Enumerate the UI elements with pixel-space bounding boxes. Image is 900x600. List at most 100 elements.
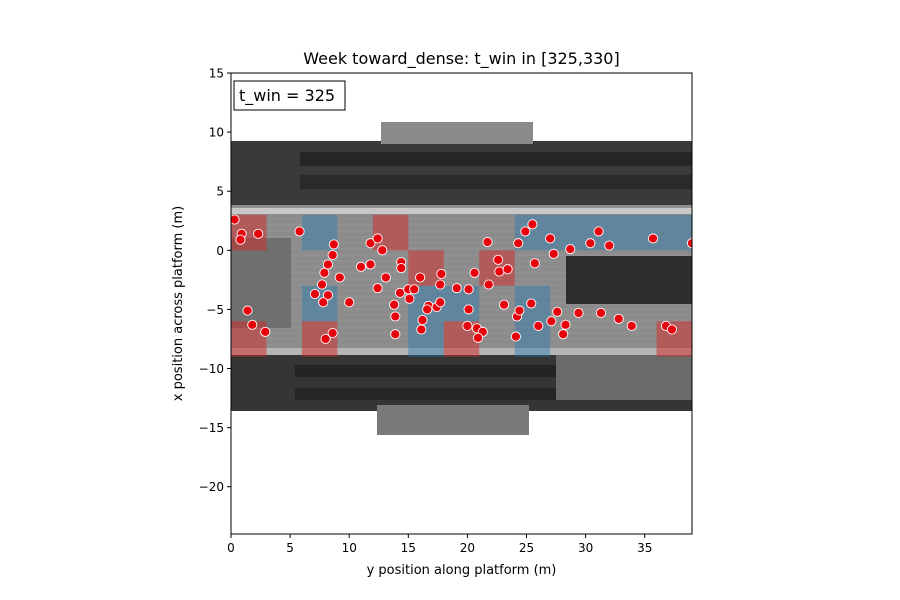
data-point [436, 268, 447, 279]
x-tick-label: 30 [578, 541, 593, 555]
data-point [585, 238, 596, 249]
x-tick-label: 10 [342, 541, 357, 555]
y-tick-label: 0 [216, 244, 224, 258]
data-point [548, 248, 559, 259]
data-point [322, 290, 333, 301]
data-point [396, 262, 407, 274]
data-point [372, 283, 383, 294]
data-point [493, 254, 504, 265]
data-point [242, 305, 253, 316]
data-point [404, 293, 415, 304]
data-point [686, 238, 692, 249]
bg-bottom-building [556, 355, 692, 400]
scatter-points [231, 214, 692, 345]
heat-cell [408, 250, 444, 286]
data-point [510, 331, 521, 342]
x-tick-label: 0 [227, 541, 235, 555]
data-point [527, 219, 538, 230]
data-point [328, 239, 339, 250]
y-tick-label: −20 [199, 480, 224, 494]
data-point [322, 259, 333, 270]
data-point [462, 320, 473, 332]
heat-cell [301, 321, 338, 357]
background-image [231, 122, 692, 435]
plot-frame [230, 72, 693, 535]
data-point [389, 299, 400, 310]
data-point [573, 307, 584, 319]
data-point [499, 299, 510, 310]
data-point [253, 228, 264, 239]
data-point [260, 326, 271, 337]
data-point [344, 297, 355, 308]
data-point [377, 245, 388, 256]
heat-cell [514, 285, 551, 357]
data-point [435, 297, 446, 308]
y-tick-label: 5 [216, 185, 224, 199]
data-point [604, 240, 615, 251]
data-point [463, 284, 474, 295]
bg-bottom-canopy [377, 405, 529, 435]
data-point [502, 264, 513, 275]
data-point [666, 324, 677, 335]
data-point [390, 329, 401, 340]
y-axis-ticks: −20 −15 −10 −5 0 5 10 15 [199, 67, 231, 494]
data-point [435, 279, 446, 290]
data-point [533, 320, 544, 332]
data-point [469, 267, 480, 278]
annotation-text: t_win = 325 [239, 86, 335, 106]
data-point [513, 238, 524, 249]
data-point [565, 244, 576, 255]
chart-title: Week toward_dense: t_win in [325,330] [303, 49, 619, 69]
data-point [318, 297, 329, 308]
data-point [247, 319, 258, 330]
data-point [560, 319, 571, 330]
bg-stairs-left [231, 238, 291, 328]
x-axis-label: y position along platform (m) [367, 563, 557, 578]
data-point [595, 307, 607, 319]
data-point [394, 287, 406, 298]
data-point [552, 306, 563, 317]
y-tick-label: −5 [206, 303, 224, 317]
data-point [520, 226, 531, 237]
heat-cell [408, 321, 444, 357]
data-point [526, 298, 537, 309]
annotation-frame [233, 80, 346, 111]
data-point [320, 333, 331, 345]
data-point [415, 272, 426, 283]
data-point [316, 279, 328, 290]
data-point [294, 226, 305, 237]
data-point [626, 320, 637, 332]
data-point [355, 261, 367, 272]
data-point [463, 304, 474, 315]
annotation-box: t_win = 325 [233, 80, 346, 111]
x-axis-ticks: 0 5 10 15 20 25 30 35 [227, 534, 652, 555]
data-point [327, 328, 338, 339]
data-point [451, 283, 462, 294]
data-point [235, 234, 246, 245]
y-tick-label: 10 [209, 126, 224, 140]
data-point [514, 305, 525, 316]
data-point [380, 272, 391, 283]
data-point [416, 324, 427, 335]
data-point [529, 258, 540, 269]
y-axis-label: x position across platform (m) [171, 206, 186, 401]
bg-platform-edge-top [231, 208, 692, 214]
y-tick-label: −15 [199, 421, 224, 435]
bg-top-rails-2 [300, 175, 692, 189]
data-point [545, 233, 556, 244]
bg-top-canopy [381, 122, 533, 144]
data-point [365, 259, 376, 270]
data-point [390, 311, 401, 322]
data-point [422, 304, 433, 315]
bg-top-rails [300, 152, 692, 166]
data-point [593, 226, 604, 237]
y-tick-label: −10 [199, 362, 224, 376]
data-point [647, 233, 659, 244]
data-point [372, 233, 383, 244]
data-point [327, 249, 338, 261]
data-point [494, 266, 505, 277]
x-tick-label: 20 [460, 541, 475, 555]
data-point [309, 288, 320, 300]
data-point [613, 313, 624, 324]
